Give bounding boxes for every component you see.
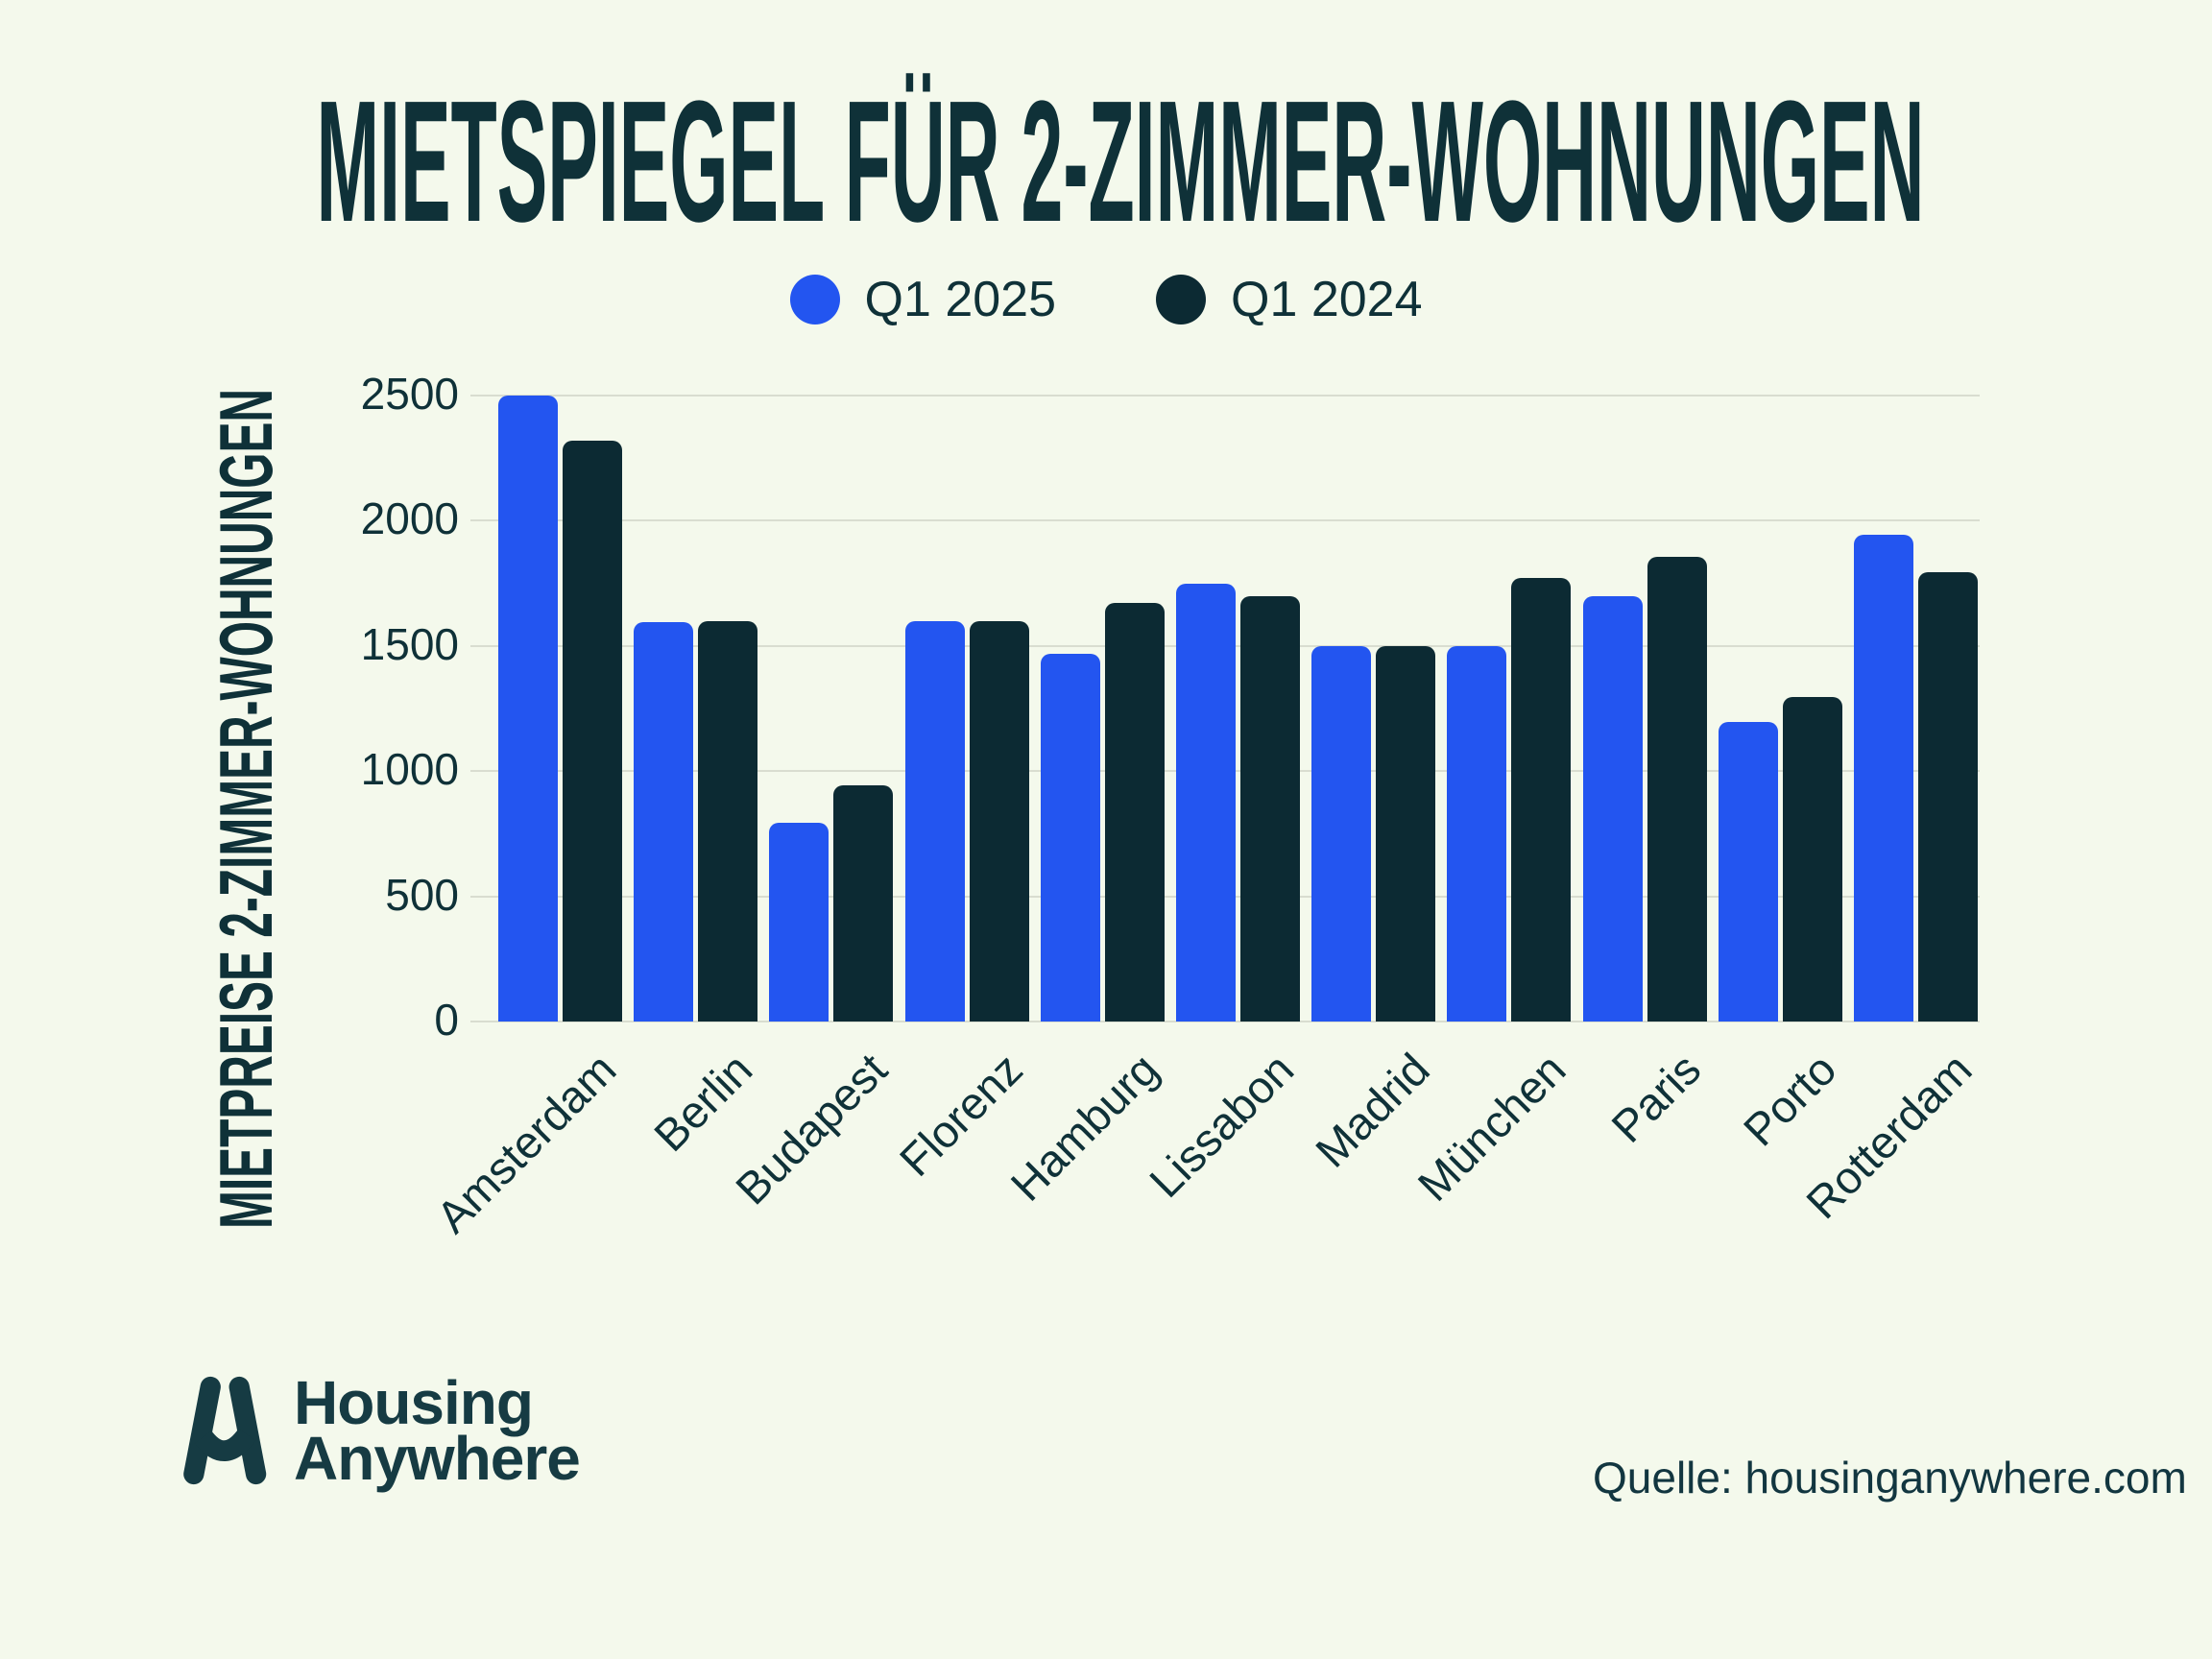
- gridline-2500: [470, 395, 1980, 397]
- y-axis-tick-1500: 1500: [360, 618, 459, 669]
- y-axis-title-svg: MIETPREISE 2-ZIMMER-WOHNUNGEN: [204, 389, 288, 1229]
- legend-label-q1-2025: Q1 2025: [864, 272, 1057, 327]
- bar-q1-2024-florenz: [969, 620, 1029, 1022]
- bar-q1-2025-münchen: [1447, 645, 1507, 1022]
- bar-group-budapest: [769, 396, 894, 1022]
- bar-group-madrid: [1311, 396, 1436, 1022]
- legend-item-q1-2025: Q1 2025: [789, 271, 1057, 328]
- bar-q1-2024-paris: [1647, 557, 1707, 1022]
- logo-line-2: Anywhere: [294, 1424, 581, 1493]
- bar-group-florenz: [904, 396, 1029, 1022]
- logo-line-1: Housing: [294, 1368, 534, 1437]
- x-axis-label-berlin: Berlin: [643, 1043, 761, 1162]
- x-axis-label-porto: Porto: [1733, 1043, 1846, 1156]
- y-axis-tick-500: 500: [385, 869, 459, 920]
- bar-group-lissabon: [1176, 396, 1300, 1022]
- legend-dot-q1-2024-icon: [1156, 275, 1206, 325]
- legend-label-q1-2024: Q1 2024: [1231, 272, 1423, 327]
- bar-q1-2025-porto: [1718, 722, 1778, 1022]
- bar-q1-2024-berlin: [698, 620, 758, 1022]
- bar-group-münchen: [1447, 396, 1572, 1022]
- x-axis-label-madrid: Madrid: [1305, 1043, 1439, 1177]
- housinganywhere-logo: Housing Anywhere: [163, 1368, 581, 1493]
- y-axis-tick-2000: 2000: [360, 493, 459, 544]
- x-axis-label-paris: Paris: [1601, 1043, 1711, 1152]
- bar-q1-2024-lissabon: [1240, 595, 1300, 1022]
- logo-text: Housing Anywhere: [294, 1368, 581, 1493]
- bar-q1-2024-münchen: [1511, 578, 1572, 1022]
- source-credit: Quelle: housinganywhere.com: [1593, 1453, 2187, 1503]
- bar-q1-2024-amsterdam: [563, 440, 622, 1022]
- chart-title-svg: MIETSPIEGEL FÜR 2-ZIMMER-WOHNUNGEN: [317, 65, 1925, 258]
- bar-group-rotterdam: [1854, 396, 1978, 1022]
- chart-title: MIETSPIEGEL FÜR 2-ZIMMER-WOHNUNGEN: [317, 65, 1925, 258]
- x-axis-label-amsterdam: Amsterdam: [426, 1043, 626, 1243]
- bar-group-berlin: [634, 396, 758, 1022]
- x-axis-label-lissabon: Lissabon: [1140, 1043, 1304, 1208]
- plot-area: [470, 395, 1980, 1022]
- legend-dot-q1-2025-icon: [789, 275, 840, 325]
- bar-group-porto: [1718, 396, 1842, 1022]
- bar-q1-2024-porto: [1782, 697, 1842, 1022]
- y-axis-tick-2500: 2500: [360, 369, 459, 419]
- bar-q1-2025-madrid: [1311, 645, 1372, 1022]
- bar-q1-2024-budapest: [833, 784, 894, 1022]
- legend-item-q1-2024: Q1 2024: [1156, 271, 1423, 328]
- x-axis-label-münchen: München: [1407, 1043, 1575, 1211]
- bar-group-amsterdam: [498, 396, 622, 1022]
- bar-q1-2025-budapest: [769, 822, 830, 1022]
- bar-q1-2025-rotterdam: [1854, 534, 1913, 1022]
- gridline-2000: [470, 519, 1980, 522]
- bar-q1-2025-lissabon: [1176, 583, 1236, 1022]
- x-axis-label-hamburg: Hamburg: [1000, 1043, 1168, 1211]
- bar-q1-2025-berlin: [634, 622, 694, 1022]
- gridline-0: [470, 1021, 1980, 1022]
- bar-q1-2025-amsterdam: [498, 396, 558, 1022]
- y-axis-tick-0: 0: [434, 995, 459, 1045]
- bar-group-paris: [1582, 396, 1707, 1022]
- y-axis-tick-1000: 1000: [360, 744, 459, 795]
- housinganywhere-h-icon: [183, 1376, 267, 1485]
- legend: Q1 2025 Q1 2024: [0, 271, 2212, 328]
- bar-q1-2025-paris: [1582, 595, 1643, 1022]
- bar-q1-2024-rotterdam: [1918, 571, 1978, 1022]
- bar-q1-2025-hamburg: [1040, 653, 1100, 1022]
- y-axis-title: MIETPREISE 2-ZIMMER-WOHNUNGEN: [204, 389, 288, 1229]
- bar-q1-2025-florenz: [904, 620, 965, 1022]
- bar-q1-2024-madrid: [1376, 645, 1436, 1022]
- bar-group-hamburg: [1040, 396, 1165, 1022]
- bar-q1-2024-hamburg: [1104, 603, 1165, 1022]
